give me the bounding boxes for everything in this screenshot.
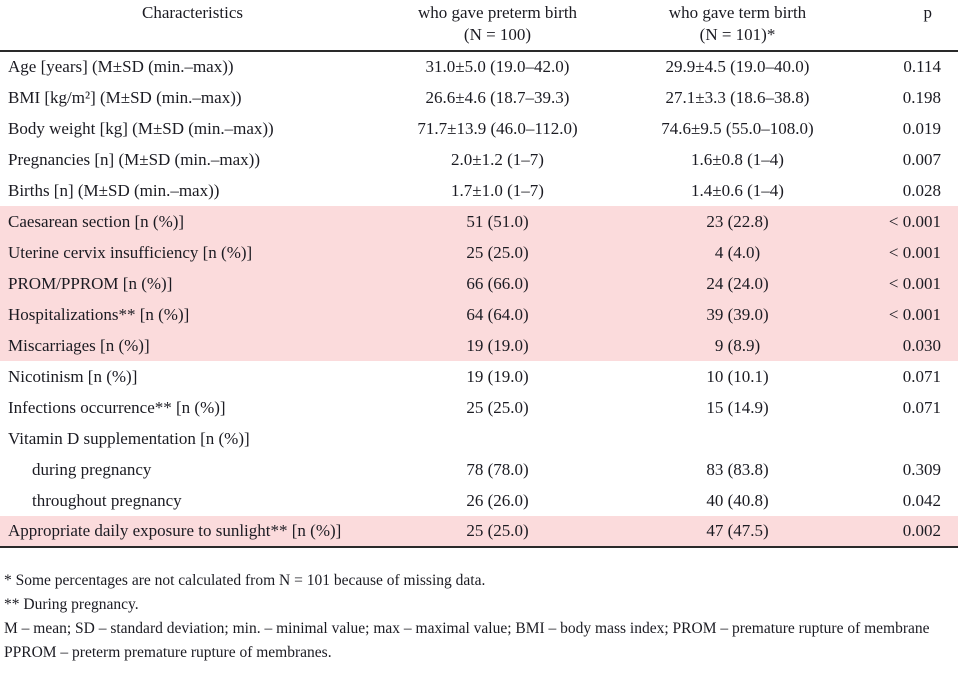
- term-value: 40 (40.8): [706, 490, 769, 510]
- row-label: Caesarean section [n (%)]: [0, 206, 385, 237]
- p-value: 0.002: [865, 516, 958, 547]
- header-preterm-line2: (N = 100): [463, 25, 532, 44]
- header-preterm-group: who gave preterm birth (N = 100): [385, 0, 610, 52]
- row-label: Hospitalizations** [n (%)]: [0, 299, 385, 330]
- row-label: Vitamin D supplementation [n (%)]: [8, 428, 250, 448]
- p-value: 0.030: [865, 330, 958, 361]
- footnote-during-pregnancy: ** During pregnancy.: [4, 596, 139, 613]
- table-row: Body weight [kg] (M±SD (min.–max)) 71.7±1…: [0, 113, 958, 144]
- row-label: Births [n] (M±SD (min.–max)): [8, 180, 220, 200]
- row-label: throughout pregnancy: [32, 490, 182, 510]
- table-row: Appropriate daily exposure to sunlight**…: [0, 516, 958, 547]
- characteristics-table: Characteristics who gave preterm birth (…: [0, 0, 958, 548]
- table-row: Hospitalizations** [n (%)] 64 (64.0) 39 (3…: [0, 299, 958, 330]
- table-row: Uterine cervix insufficiency [n (%)] 25 (…: [0, 237, 958, 268]
- term-value: 4 (4.0): [610, 237, 865, 268]
- row-label: Nicotinism [n (%)]: [8, 366, 138, 386]
- p-value: [865, 423, 958, 454]
- term-value: 83 (83.8): [706, 459, 769, 479]
- row-label: Pregnancies [n] (M±SD (min.–max)): [8, 149, 260, 169]
- preterm-value: 71.7±13.9 (46.0–112.0): [417, 118, 578, 138]
- header-characteristics: Characteristics: [0, 0, 385, 52]
- header-preterm-line1: who gave preterm birth: [417, 3, 578, 22]
- p-value: 0.071: [902, 397, 941, 417]
- table-body: Age [years] (M±SD (min.–max)) 31.0±5.0 (1…: [0, 51, 958, 547]
- row-label: Uterine cervix insufficiency [n (%)]: [0, 237, 385, 268]
- p-value: < 0.001: [865, 237, 958, 268]
- header-characteristics-label: Characteristics: [141, 3, 243, 22]
- preterm-value: [385, 423, 610, 454]
- table-row: Vitamin D supplementation [n (%)]: [0, 423, 958, 454]
- preterm-value: 31.0±5.0 (19.0–42.0): [425, 57, 570, 76]
- preterm-value: 25 (25.0): [385, 237, 610, 268]
- row-label: Appropriate daily exposure to sunlight**…: [0, 516, 385, 547]
- p-value: < 0.001: [865, 299, 958, 330]
- table-row: Caesarean section [n (%)] 51 (51.0) 23 (22…: [0, 206, 958, 237]
- row-label: Miscarriages [n (%)]: [0, 330, 385, 361]
- row-label: PROM/PPROM [n (%)]: [0, 268, 385, 299]
- footnote-missing-data: * Some percentages are not calculated fr…: [4, 572, 486, 589]
- preterm-value: 19 (19.0): [466, 366, 529, 386]
- table-row: Miscarriages [n (%)] 19 (19.0) 9 (8.9) 0.03…: [0, 330, 958, 361]
- preterm-value: 25 (25.0): [466, 397, 529, 417]
- term-value: 47 (47.5): [610, 516, 865, 547]
- term-value: 9 (8.9): [610, 330, 865, 361]
- term-value: 39 (39.0): [610, 299, 865, 330]
- p-value: 0.071: [902, 366, 941, 386]
- term-value: 27.1±3.3 (18.6–38.8): [665, 87, 810, 107]
- preterm-value: 78 (78.0): [466, 459, 529, 479]
- header-term-group: who gave term birth (N = 101)*: [610, 0, 865, 52]
- table-row: during pregnancy 78 (78.0) 83 (83.8) 0.309: [0, 454, 958, 485]
- p-value: 0.198: [902, 87, 941, 107]
- p-value: 0.007: [902, 149, 941, 169]
- term-value: 24 (24.0): [610, 268, 865, 299]
- row-label: Age [years] (M±SD (min.–max)): [8, 57, 234, 76]
- term-value: 15 (14.9): [706, 397, 769, 417]
- table-row: PROM/PPROM [n (%)] 66 (66.0) 24 (24.0) < 0.…: [0, 268, 958, 299]
- footnotes: * Some percentages are not calculated fr…: [4, 569, 963, 665]
- term-value: 29.9±4.5 (19.0–40.0): [665, 57, 810, 76]
- table-row: Nicotinism [n (%)] 19 (19.0) 10 (10.1) 0.07…: [0, 361, 958, 392]
- header-term-line2: (N = 101)*: [699, 25, 776, 44]
- footnote-pprom: PPROM – preterm premature rupture of mem…: [4, 644, 332, 661]
- row-label: BMI [kg/m²] (M±SD (min.–max)): [8, 87, 242, 107]
- preterm-value: 19 (19.0): [385, 330, 610, 361]
- table-row: BMI [kg/m²] (M±SD (min.–max)) 26.6±4.6 (1…: [0, 82, 958, 113]
- p-value: < 0.001: [865, 268, 958, 299]
- row-label: Body weight [kg] (M±SD (min.–max)): [8, 118, 274, 138]
- term-value: 23 (22.8): [610, 206, 865, 237]
- table-header: Characteristics who gave preterm birth (…: [0, 0, 958, 52]
- preterm-value: 51 (51.0): [385, 206, 610, 237]
- preterm-value: 26 (26.0): [466, 490, 529, 510]
- preterm-value: 66 (66.0): [385, 268, 610, 299]
- p-value: 0.042: [902, 490, 941, 510]
- term-value: 1.4±0.6 (1–4): [691, 180, 784, 200]
- p-value: 0.114: [903, 57, 941, 76]
- preterm-value: 2.0±1.2 (1–7): [451, 149, 544, 169]
- row-label: during pregnancy: [32, 459, 152, 479]
- table-row: throughout pregnancy 26 (26.0) 40 (40.8) 0.…: [0, 485, 958, 516]
- table-row: Pregnancies [n] (M±SD (min.–max)) 2.0±1.2…: [0, 144, 958, 175]
- footnote-abbreviations: M – mean; SD – standard deviation; min. …: [4, 620, 930, 637]
- table-row: Births [n] (M±SD (min.–max)) 1.7±1.0 (1–7…: [0, 175, 958, 206]
- preterm-value: 25 (25.0): [385, 516, 610, 547]
- p-value: 0.028: [902, 180, 941, 200]
- term-value: 74.6±9.5 (55.0–108.0): [661, 118, 814, 138]
- preterm-value: 1.7±1.0 (1–7): [451, 180, 544, 200]
- term-value: 1.6±0.8 (1–4): [691, 149, 784, 169]
- p-value: 0.309: [902, 459, 941, 479]
- preterm-value: 26.6±4.6 (18.7–39.3): [425, 87, 570, 107]
- term-value: [610, 423, 865, 454]
- table-row: Infections occurrence** [n (%)] 25 (25.0)…: [0, 392, 958, 423]
- table-row: Age [years] (M±SD (min.–max)) 31.0±5.0 (1…: [0, 51, 958, 82]
- header-term-line1: who gave term birth: [668, 3, 807, 22]
- p-value: < 0.001: [865, 206, 958, 237]
- header-p: p: [865, 0, 958, 52]
- p-value: 0.019: [902, 118, 941, 138]
- term-value: 10 (10.1): [706, 366, 769, 386]
- row-label: Infections occurrence** [n (%)]: [8, 397, 226, 417]
- preterm-value: 64 (64.0): [385, 299, 610, 330]
